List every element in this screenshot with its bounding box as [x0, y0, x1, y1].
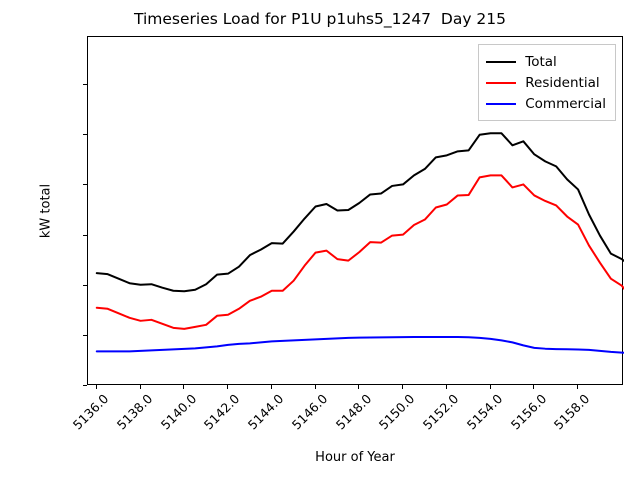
chart-title: Timeseries Load for P1U p1uhs5_1247 Day …	[133, 10, 507, 28]
y-tick-mark	[83, 284, 87, 286]
x-tick-label: 5158.0	[551, 391, 593, 433]
series-line-total	[95, 132, 624, 293]
legend-label: Total	[525, 53, 557, 70]
y-tick-mark	[83, 334, 87, 336]
y-axis-label: kW total	[38, 183, 54, 238]
x-tick-mark	[270, 385, 272, 389]
chart-lines	[95, 132, 624, 354]
chart-legend: Total Residential Commercial	[478, 44, 616, 121]
x-tick-mark	[95, 385, 97, 389]
legend-swatch-residential	[486, 81, 517, 84]
y-tick-mark	[83, 234, 87, 236]
x-tick-label: 5140.0	[157, 391, 199, 433]
x-tick-label: 5146.0	[288, 391, 331, 433]
x-tick-mark	[533, 385, 535, 389]
x-tick-mark	[445, 385, 447, 389]
x-tick-mark	[227, 385, 229, 389]
legend-swatch-commercial	[486, 102, 517, 105]
x-axis-label: Hour of Year	[315, 450, 395, 465]
x-tick-label: 5142.0	[201, 391, 243, 433]
legend-item-residential[interactable]: Residential	[486, 72, 606, 93]
series-line-commercial	[95, 335, 624, 354]
series-line-residential	[95, 174, 624, 330]
x-tick-label: 5152.0	[419, 391, 462, 433]
legend-label: Residential	[525, 74, 600, 91]
x-tick-label: 5144.0	[244, 391, 287, 433]
x-tick-mark	[314, 385, 316, 389]
x-tick-mark	[577, 385, 579, 389]
x-tick-label: 5136.0	[69, 391, 112, 433]
y-tick-mark	[83, 134, 87, 136]
y-tick-mark	[83, 84, 87, 86]
x-tick-mark	[139, 385, 141, 389]
legend-item-total[interactable]: Total	[486, 51, 606, 72]
x-tick-label: 5148.0	[332, 391, 374, 433]
x-tick-mark	[489, 385, 491, 389]
x-tick-label: 5150.0	[376, 391, 418, 433]
x-tick-mark	[358, 385, 360, 389]
x-tick-label: 5138.0	[113, 391, 156, 433]
legend-label: Commercial	[525, 95, 606, 112]
x-tick-mark	[402, 385, 404, 389]
y-tick-mark	[83, 184, 87, 186]
x-tick-label: 5156.0	[507, 391, 549, 433]
x-tick-mark	[183, 385, 185, 389]
y-axis-label-wrapper: kW total	[14, 36, 54, 385]
legend-swatch-total	[486, 60, 517, 63]
legend-item-commercial[interactable]: Commercial	[486, 93, 606, 114]
x-tick-label: 5154.0	[463, 391, 506, 433]
y-tick-mark	[83, 385, 87, 386]
